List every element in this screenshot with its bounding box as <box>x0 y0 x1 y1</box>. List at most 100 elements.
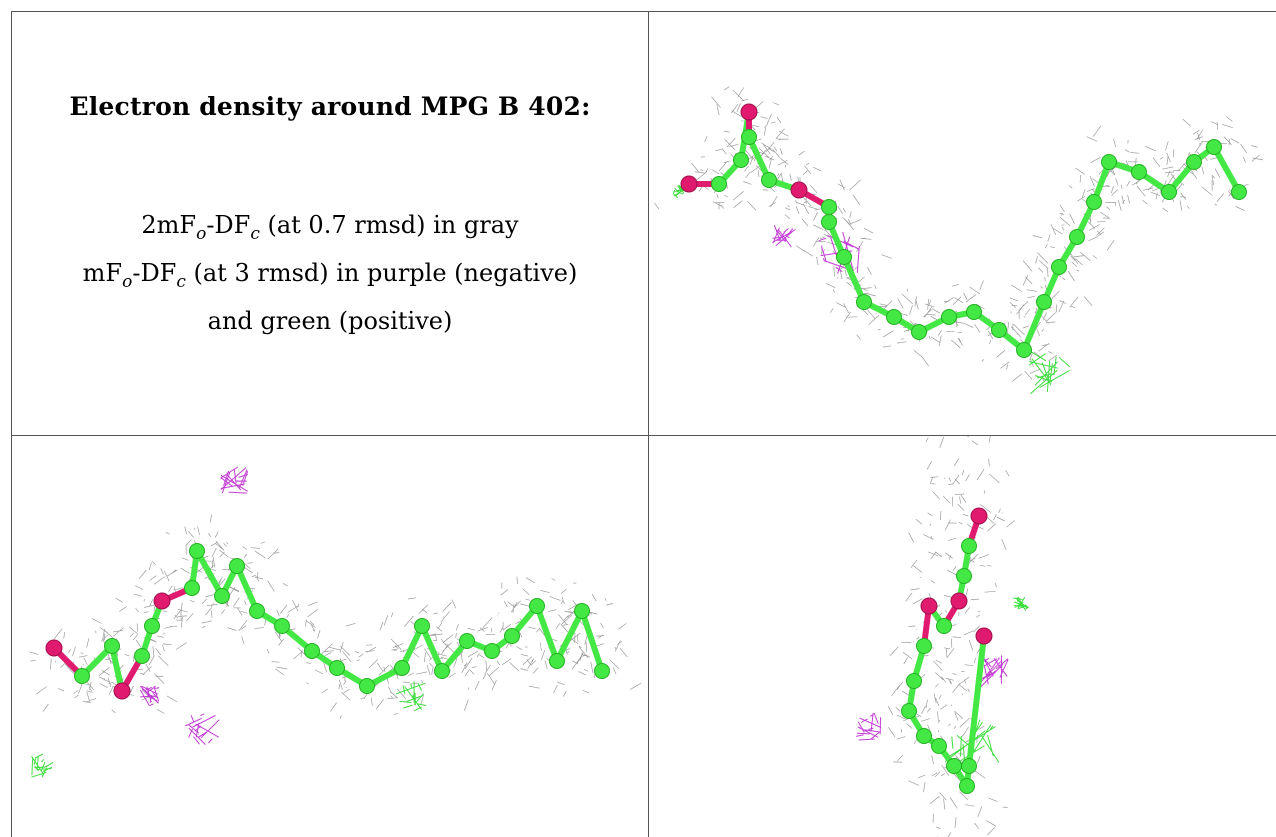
mpg-molecule-view-3 <box>901 507 993 794</box>
carbon-atom <box>936 618 952 634</box>
carbon-atom <box>1206 139 1222 155</box>
positive-density-mesh-lines <box>1028 350 1071 395</box>
carbon-atom <box>359 678 375 694</box>
carbon-atom <box>484 643 500 659</box>
carbon-atom <box>549 653 565 669</box>
oxygen-atom <box>740 103 758 121</box>
carbon-atom <box>931 738 947 754</box>
positive-density-mesh-lines <box>1013 596 1029 611</box>
carbon-atom <box>104 638 120 654</box>
bond <box>234 563 260 614</box>
carbon-atom <box>911 324 927 340</box>
negative-density-mesh-2 <box>184 713 220 745</box>
carbon-atom <box>1101 154 1117 170</box>
carbon-atom <box>459 633 475 649</box>
oxygen-atom <box>45 639 63 657</box>
carbon-atom <box>434 663 450 679</box>
carbon-atom <box>414 618 430 634</box>
positive-density-mesh <box>1013 596 1029 611</box>
carbon-atom <box>594 663 610 679</box>
carbon-atom <box>184 580 200 596</box>
view-panel-bottom-right <box>649 435 1276 837</box>
positive-density-mesh <box>31 753 54 778</box>
carbon-atom <box>916 638 932 654</box>
carbon-atom <box>1069 229 1085 245</box>
positive-density-mesh-lines <box>31 753 54 778</box>
carbon-atom <box>504 628 520 644</box>
view-panel-top-right <box>649 11 1276 435</box>
negative-density-mesh-2-lines <box>184 713 220 745</box>
density-view-1 <box>654 86 1264 395</box>
bond <box>534 603 560 664</box>
carbon-atom <box>229 558 245 574</box>
carbon-atom <box>966 304 982 320</box>
carbon-atom <box>856 294 872 310</box>
carbon-atom <box>821 214 837 230</box>
carbon-atom <box>901 703 917 719</box>
bond <box>579 608 605 674</box>
mpg-molecule-view-2 <box>45 543 610 700</box>
oxygen-atom <box>790 181 808 199</box>
legend-line-colors: and green (positive) <box>207 306 453 335</box>
carbon-atom <box>1131 164 1147 180</box>
legend-line-fofc: mFo-DFc (at 3 rmsd) in purple (negative) <box>82 258 578 292</box>
density-view-3 <box>855 436 1029 837</box>
carbon-atom <box>1231 184 1247 200</box>
carbon-atom <box>214 588 230 604</box>
carbon-atom <box>304 643 320 659</box>
carbon-atom <box>886 309 902 325</box>
carbon-atom <box>959 778 975 794</box>
carbon-atom <box>574 603 590 619</box>
carbon-atom <box>733 152 749 168</box>
mpg-molecule-view-1 <box>680 103 1247 358</box>
negative-density-mesh-2-lines <box>855 712 882 741</box>
bond <box>1021 299 1047 353</box>
carbon-atom <box>1086 194 1102 210</box>
negative-density-mesh-3-lines <box>139 685 160 707</box>
carbon-atom <box>74 668 90 684</box>
carbon-atom <box>961 538 977 554</box>
carbon-atom <box>956 568 972 584</box>
positive-density-mesh <box>1028 350 1071 395</box>
oxygen-atom <box>920 597 938 615</box>
bond <box>194 548 225 599</box>
caption-panel: Electron density around MPG B 402: 2mFo-… <box>11 11 649 435</box>
carbon-atom <box>1036 294 1052 310</box>
figure-title: Electron density around MPG B 402: <box>69 92 591 121</box>
bond <box>419 623 445 674</box>
carbon-atom <box>761 172 777 188</box>
negative-density-mesh-2 <box>855 712 882 741</box>
caption-block: Electron density around MPG B 402: 2mFo-… <box>12 12 648 435</box>
carbon-atom <box>394 660 410 676</box>
carbon-atom <box>836 249 852 265</box>
positive-density-mesh-2 <box>395 681 427 712</box>
carbon-atom <box>134 648 150 664</box>
positive-density-mesh-2-lines <box>395 681 427 712</box>
oxygen-atom <box>680 175 698 193</box>
carbon-atom <box>711 176 727 192</box>
carbon-atom <box>941 309 957 325</box>
carbon-atom <box>946 758 962 774</box>
bond <box>1211 144 1242 195</box>
negative-density-mesh-2 <box>772 224 796 248</box>
negative-density-mesh <box>220 466 249 494</box>
oxygen-atom <box>950 592 968 610</box>
negative-density-mesh-lines <box>979 655 1009 688</box>
negative-density-mesh-3 <box>139 685 160 707</box>
carbon-atom <box>144 618 160 634</box>
carbon-atom <box>189 543 205 559</box>
oxygen-atom <box>113 682 131 700</box>
legend-lines: 2mFo-DFc (at 0.7 rmsd) in gray mFo-DFc (… <box>12 206 648 341</box>
gray-density-mesh <box>887 436 1016 837</box>
negative-density-mesh-2-lines <box>772 224 796 248</box>
carbon-atom <box>821 199 837 215</box>
carbon-atom <box>329 660 345 676</box>
negative-density-mesh-lines <box>220 466 249 494</box>
bond <box>966 633 987 769</box>
carbon-atom <box>916 728 932 744</box>
density-view-2 <box>29 466 642 778</box>
carbon-atom <box>274 618 290 634</box>
carbon-atom <box>529 598 545 614</box>
carbon-atom <box>906 673 922 689</box>
legend-line-2fofc: 2mFo-DFc (at 0.7 rmsd) in gray <box>141 211 519 244</box>
